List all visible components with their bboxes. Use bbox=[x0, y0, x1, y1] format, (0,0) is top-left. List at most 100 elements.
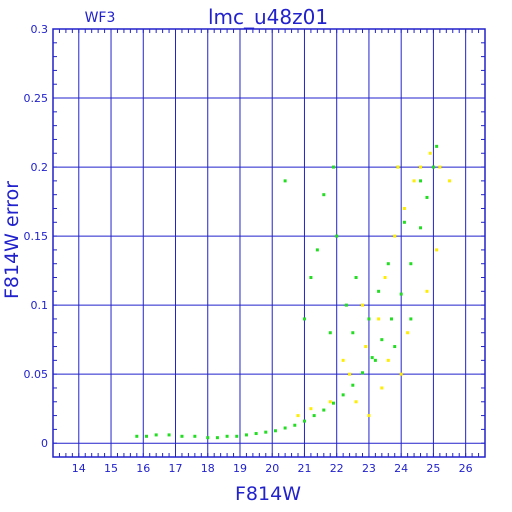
yellow-point bbox=[354, 400, 358, 404]
green-point bbox=[225, 434, 229, 438]
corner-label: WF3 bbox=[85, 10, 116, 26]
yellow-point bbox=[428, 151, 432, 155]
green-point bbox=[235, 434, 239, 438]
green-point bbox=[419, 226, 423, 230]
x-tick-label: 19 bbox=[233, 462, 247, 475]
axis-ticks bbox=[52, 28, 486, 457]
green-point bbox=[309, 276, 313, 280]
y-axis-label: F814W error bbox=[1, 181, 23, 299]
x-tick-label: 21 bbox=[297, 462, 311, 475]
yellow-point bbox=[348, 372, 352, 376]
y-tick-label: 0 bbox=[41, 437, 48, 450]
y-tick-label: 0.05 bbox=[24, 368, 49, 381]
green-point bbox=[435, 144, 439, 148]
green-point bbox=[273, 429, 277, 433]
green-point bbox=[167, 433, 171, 437]
x-tick-label: 18 bbox=[201, 462, 215, 475]
green-point bbox=[293, 423, 297, 427]
x-tick-label: 14 bbox=[72, 462, 86, 475]
green-point bbox=[206, 436, 210, 440]
green-point bbox=[425, 195, 429, 199]
x-tick-label: 22 bbox=[330, 462, 344, 475]
yellow-point bbox=[341, 358, 345, 362]
yellow-point bbox=[393, 234, 397, 238]
green-point bbox=[351, 383, 355, 387]
x-axis-label: F814W bbox=[235, 483, 301, 505]
green-point bbox=[351, 331, 355, 335]
green-point bbox=[335, 234, 339, 238]
green-point bbox=[431, 165, 435, 169]
green-point bbox=[135, 434, 139, 438]
green-point bbox=[302, 419, 306, 423]
x-tick-label: 26 bbox=[459, 462, 473, 475]
yellow-point bbox=[380, 386, 384, 390]
x-tick-label: 20 bbox=[265, 462, 279, 475]
green-point bbox=[393, 345, 397, 349]
green-point bbox=[244, 433, 248, 437]
plot-frame bbox=[52, 28, 486, 458]
green-point bbox=[144, 434, 148, 438]
yellow-point bbox=[438, 165, 442, 169]
yellow-point bbox=[360, 303, 364, 307]
green-point bbox=[331, 165, 335, 169]
yellow-point bbox=[383, 276, 387, 280]
yellow-point bbox=[367, 414, 371, 418]
yellow-point bbox=[364, 345, 368, 349]
chart-title: lmc_u48z01 bbox=[208, 5, 328, 29]
yellow-point bbox=[419, 165, 423, 169]
yellow-point bbox=[328, 400, 332, 404]
green-point bbox=[380, 338, 384, 342]
yellow-point bbox=[386, 358, 390, 362]
y-tick-label: 0.15 bbox=[24, 230, 49, 243]
green-point bbox=[254, 432, 258, 436]
yellow-point bbox=[296, 414, 300, 418]
green-point bbox=[264, 430, 268, 434]
x-tick-label: 25 bbox=[426, 462, 440, 475]
y-tick-label: 0.25 bbox=[24, 92, 49, 105]
green-point bbox=[283, 179, 287, 183]
y-tick-label: 0.1 bbox=[31, 299, 49, 312]
green-point bbox=[409, 317, 413, 321]
yellow-point bbox=[399, 372, 403, 376]
green-point bbox=[419, 179, 423, 183]
green-point bbox=[331, 401, 335, 405]
x-tick-label: 24 bbox=[394, 462, 408, 475]
y-tick-labels: 0 0.05 0.1 0.15 0.2 0.25 0.3 bbox=[24, 23, 49, 450]
yellow-point bbox=[412, 179, 416, 183]
yellow-point bbox=[435, 248, 439, 252]
green-point bbox=[377, 289, 381, 293]
yellow-point bbox=[396, 165, 400, 169]
green-point bbox=[386, 262, 390, 266]
grid-lines bbox=[53, 28, 485, 457]
green-point bbox=[302, 317, 306, 321]
x-tick-label: 17 bbox=[169, 462, 183, 475]
green-point bbox=[409, 262, 413, 266]
green-point bbox=[373, 358, 377, 362]
green-point bbox=[354, 276, 358, 280]
green-point bbox=[315, 248, 319, 252]
data-points bbox=[135, 144, 452, 440]
y-tick-label: 0.2 bbox=[31, 161, 49, 174]
green-point bbox=[154, 433, 158, 437]
yellow-point bbox=[377, 317, 381, 321]
x-tick-labels: 14 15 16 17 18 19 20 21 22 23 24 25 26 bbox=[72, 462, 473, 475]
green-point bbox=[322, 193, 326, 197]
y-tick-label: 0.3 bbox=[31, 23, 49, 36]
yellow-point bbox=[402, 206, 406, 210]
yellow-point bbox=[448, 179, 452, 183]
green-point bbox=[193, 434, 197, 438]
yellow-point bbox=[309, 407, 313, 411]
x-tick-label: 15 bbox=[104, 462, 118, 475]
yellow-point bbox=[425, 289, 429, 293]
green-point bbox=[328, 331, 332, 335]
green-point bbox=[344, 303, 348, 307]
green-point bbox=[341, 393, 345, 397]
green-point bbox=[312, 414, 316, 418]
green-point bbox=[402, 220, 406, 224]
green-point bbox=[367, 317, 371, 321]
green-point bbox=[283, 426, 287, 430]
green-point bbox=[399, 292, 403, 296]
green-point bbox=[180, 434, 184, 438]
yellow-point bbox=[406, 331, 410, 335]
